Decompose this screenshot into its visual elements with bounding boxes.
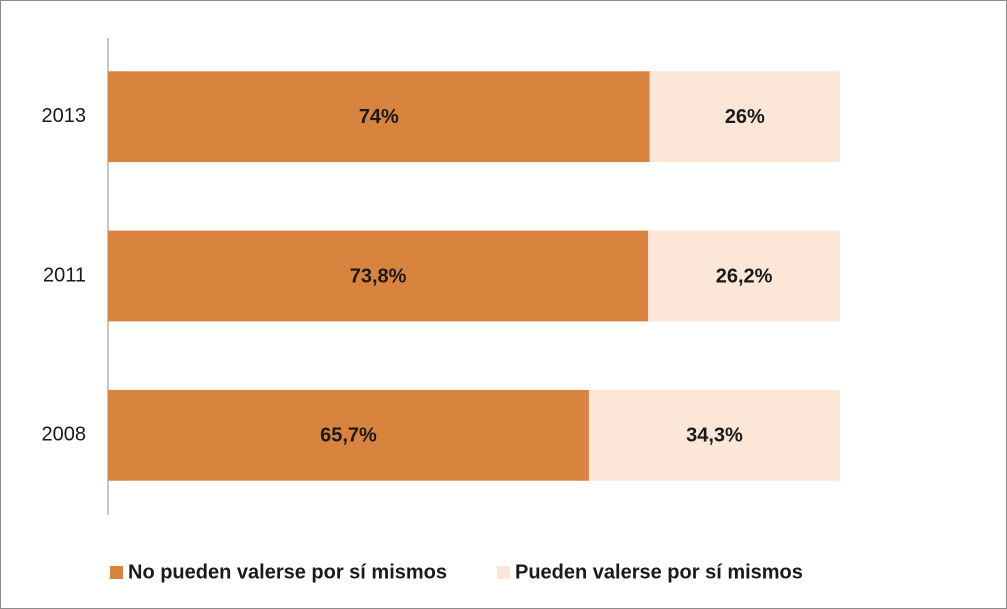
data-label: 65,7% — [320, 425, 377, 447]
bar-segment — [588, 389, 840, 481]
data-label: 34,3% — [686, 425, 743, 447]
legend-swatch — [497, 566, 510, 579]
legend-label: Pueden valerse por sí mismos — [515, 561, 803, 583]
bar-segment — [649, 71, 840, 163]
bar-segment — [108, 71, 650, 163]
bar-segment — [108, 230, 649, 322]
y-tick-label: 2011 — [43, 264, 86, 286]
bar-segment — [648, 230, 840, 322]
data-label: 74% — [359, 106, 399, 128]
legend-label: No pueden valerse por sí mismos — [128, 561, 447, 583]
data-label: 73,8% — [350, 265, 407, 287]
y-tick-label: 2008 — [42, 424, 87, 446]
y-tick-label: 2013 — [42, 105, 87, 127]
bar-segment — [108, 389, 589, 481]
data-label: 26,2% — [716, 265, 773, 287]
legend-swatch — [110, 566, 123, 579]
data-label: 26% — [725, 106, 765, 128]
